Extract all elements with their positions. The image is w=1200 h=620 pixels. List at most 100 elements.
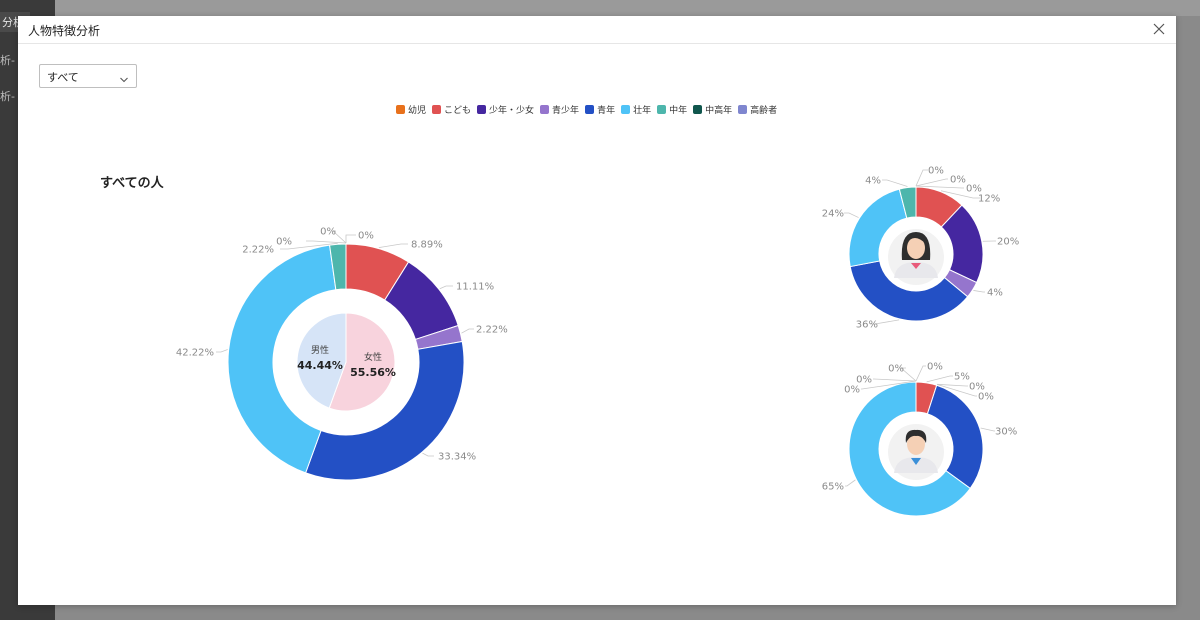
donut-slice[interactable] [848, 381, 971, 517]
data-label: 8.89% [411, 240, 443, 251]
male-slice[interactable] [296, 312, 347, 409]
section-title: すべての人 [100, 176, 164, 191]
data-label: 33.34% [438, 452, 476, 463]
data-label: 0% [358, 231, 374, 242]
label-leader-line [844, 212, 859, 218]
data-label: 24% [822, 209, 844, 220]
donut-slice[interactable] [898, 186, 917, 219]
legend-label: 中高年 [705, 105, 733, 116]
data-label: 2.22% [242, 245, 274, 256]
data-label: 0% [928, 166, 944, 177]
legend-label: 中年 [669, 105, 688, 116]
label-leader-line [461, 328, 474, 334]
label-leader-line [915, 169, 928, 187]
legend-label: 青年 [597, 105, 616, 116]
category-select-value: すべて [47, 71, 79, 84]
data-label: 30% [995, 427, 1017, 438]
data-label: 5% [954, 372, 970, 383]
data-label: 0% [950, 175, 966, 186]
label-leader-line [331, 230, 347, 244]
female-value: 55.56% [350, 366, 396, 379]
data-label: 0% [888, 364, 904, 375]
legend-label: 高齢者 [750, 105, 778, 116]
chart-canvas: 男性 44.44% 女性 55.56% 0% 8.89% 11.11% 2.22% 33.34%… [176, 166, 1019, 517]
analysis-modal: 人物特徴分析 すべて 幼児 こども 少年・少女 青少年 青年 壮年 中年 中高年 高齢者 すべて… [18, 16, 1176, 605]
label-leader-line [980, 427, 995, 432]
data-label: 11.11% [456, 282, 494, 293]
label-leader-line [882, 179, 908, 187]
label-leader-line [845, 479, 856, 487]
background-sidebar-item: 析- [0, 54, 15, 67]
legend-swatch [738, 104, 748, 114]
category-select[interactable]: すべて [39, 64, 137, 88]
donut-chart [227, 243, 465, 481]
background-topbar [55, 0, 1200, 16]
chevron-down-icon [119, 70, 129, 89]
modal-header: 人物特徴分析 [18, 16, 1176, 44]
data-label: 20% [997, 237, 1019, 248]
data-label: 4% [865, 176, 881, 187]
legend-label: 青少年 [552, 105, 580, 116]
legend-swatch [477, 104, 487, 114]
legend-swatch [621, 104, 631, 114]
male-value: 44.44% [297, 359, 343, 372]
legend-item[interactable]: こども [432, 103, 471, 116]
data-label: 0% [966, 184, 982, 195]
legend-label: 幼児 [408, 105, 427, 116]
legend-swatch [540, 104, 550, 114]
legend-item[interactable]: 少年・少女 [477, 103, 534, 116]
label-leader-line [915, 365, 926, 382]
legend-item[interactable]: 幼児 [396, 103, 426, 116]
label-leader-line [345, 234, 356, 243]
data-label: 36% [856, 320, 878, 331]
data-label: 0% [978, 392, 994, 403]
legend-label: こども [444, 105, 472, 116]
legend-item[interactable]: 青年 [585, 103, 615, 116]
close-icon[interactable] [1150, 20, 1168, 38]
male-label: 男性 [311, 344, 329, 356]
legend-swatch [432, 104, 442, 114]
label-leader-line [936, 383, 977, 397]
legend-swatch [396, 104, 405, 114]
background-sidebar-item: 析- [0, 90, 15, 103]
legend-label: 少年・少女 [489, 105, 535, 116]
data-label: 0% [969, 382, 985, 393]
legend-item[interactable]: 青少年 [540, 103, 579, 116]
label-leader-line [216, 349, 228, 353]
modal-title: 人物特徴分析 [28, 24, 101, 38]
donut-slice[interactable] [926, 384, 984, 490]
donut-slice[interactable] [227, 244, 337, 474]
label-leader-line [378, 243, 408, 249]
donut-slice[interactable] [329, 243, 347, 291]
data-label: 65% [822, 482, 844, 493]
label-leader-line [899, 367, 917, 382]
donut-chart [848, 381, 984, 517]
label-leader-line [936, 383, 968, 387]
label-leader-line [439, 285, 453, 290]
label-leader-line [873, 378, 917, 382]
male-avatar-icon [880, 413, 952, 485]
label-leader-line [306, 240, 347, 244]
label-leader-line [861, 380, 917, 390]
donut-slice[interactable] [304, 340, 465, 481]
donut-chart [848, 186, 984, 322]
legend-item[interactable]: 高齢者 [738, 103, 777, 116]
donut-slice[interactable] [849, 260, 969, 322]
legend-swatch [585, 104, 595, 114]
data-label: 2.22% [476, 325, 508, 336]
data-label: 4% [987, 288, 1003, 299]
data-label: 0% [856, 375, 872, 386]
legend-item[interactable]: 中高年 [693, 103, 732, 116]
data-label: 12% [978, 194, 1000, 205]
legend-item[interactable]: 中年 [657, 103, 687, 116]
label-leader-line [870, 319, 900, 325]
label-leader-line [940, 190, 980, 199]
legend-swatch [657, 104, 667, 114]
label-leader-line [915, 185, 964, 189]
label-leader-line [926, 375, 953, 383]
legend-item[interactable]: 壮年 [621, 103, 651, 116]
data-label: 42.22% [176, 348, 214, 359]
legend-swatch [693, 104, 703, 114]
female-avatar-icon [880, 218, 952, 290]
label-leader-line [973, 290, 985, 293]
